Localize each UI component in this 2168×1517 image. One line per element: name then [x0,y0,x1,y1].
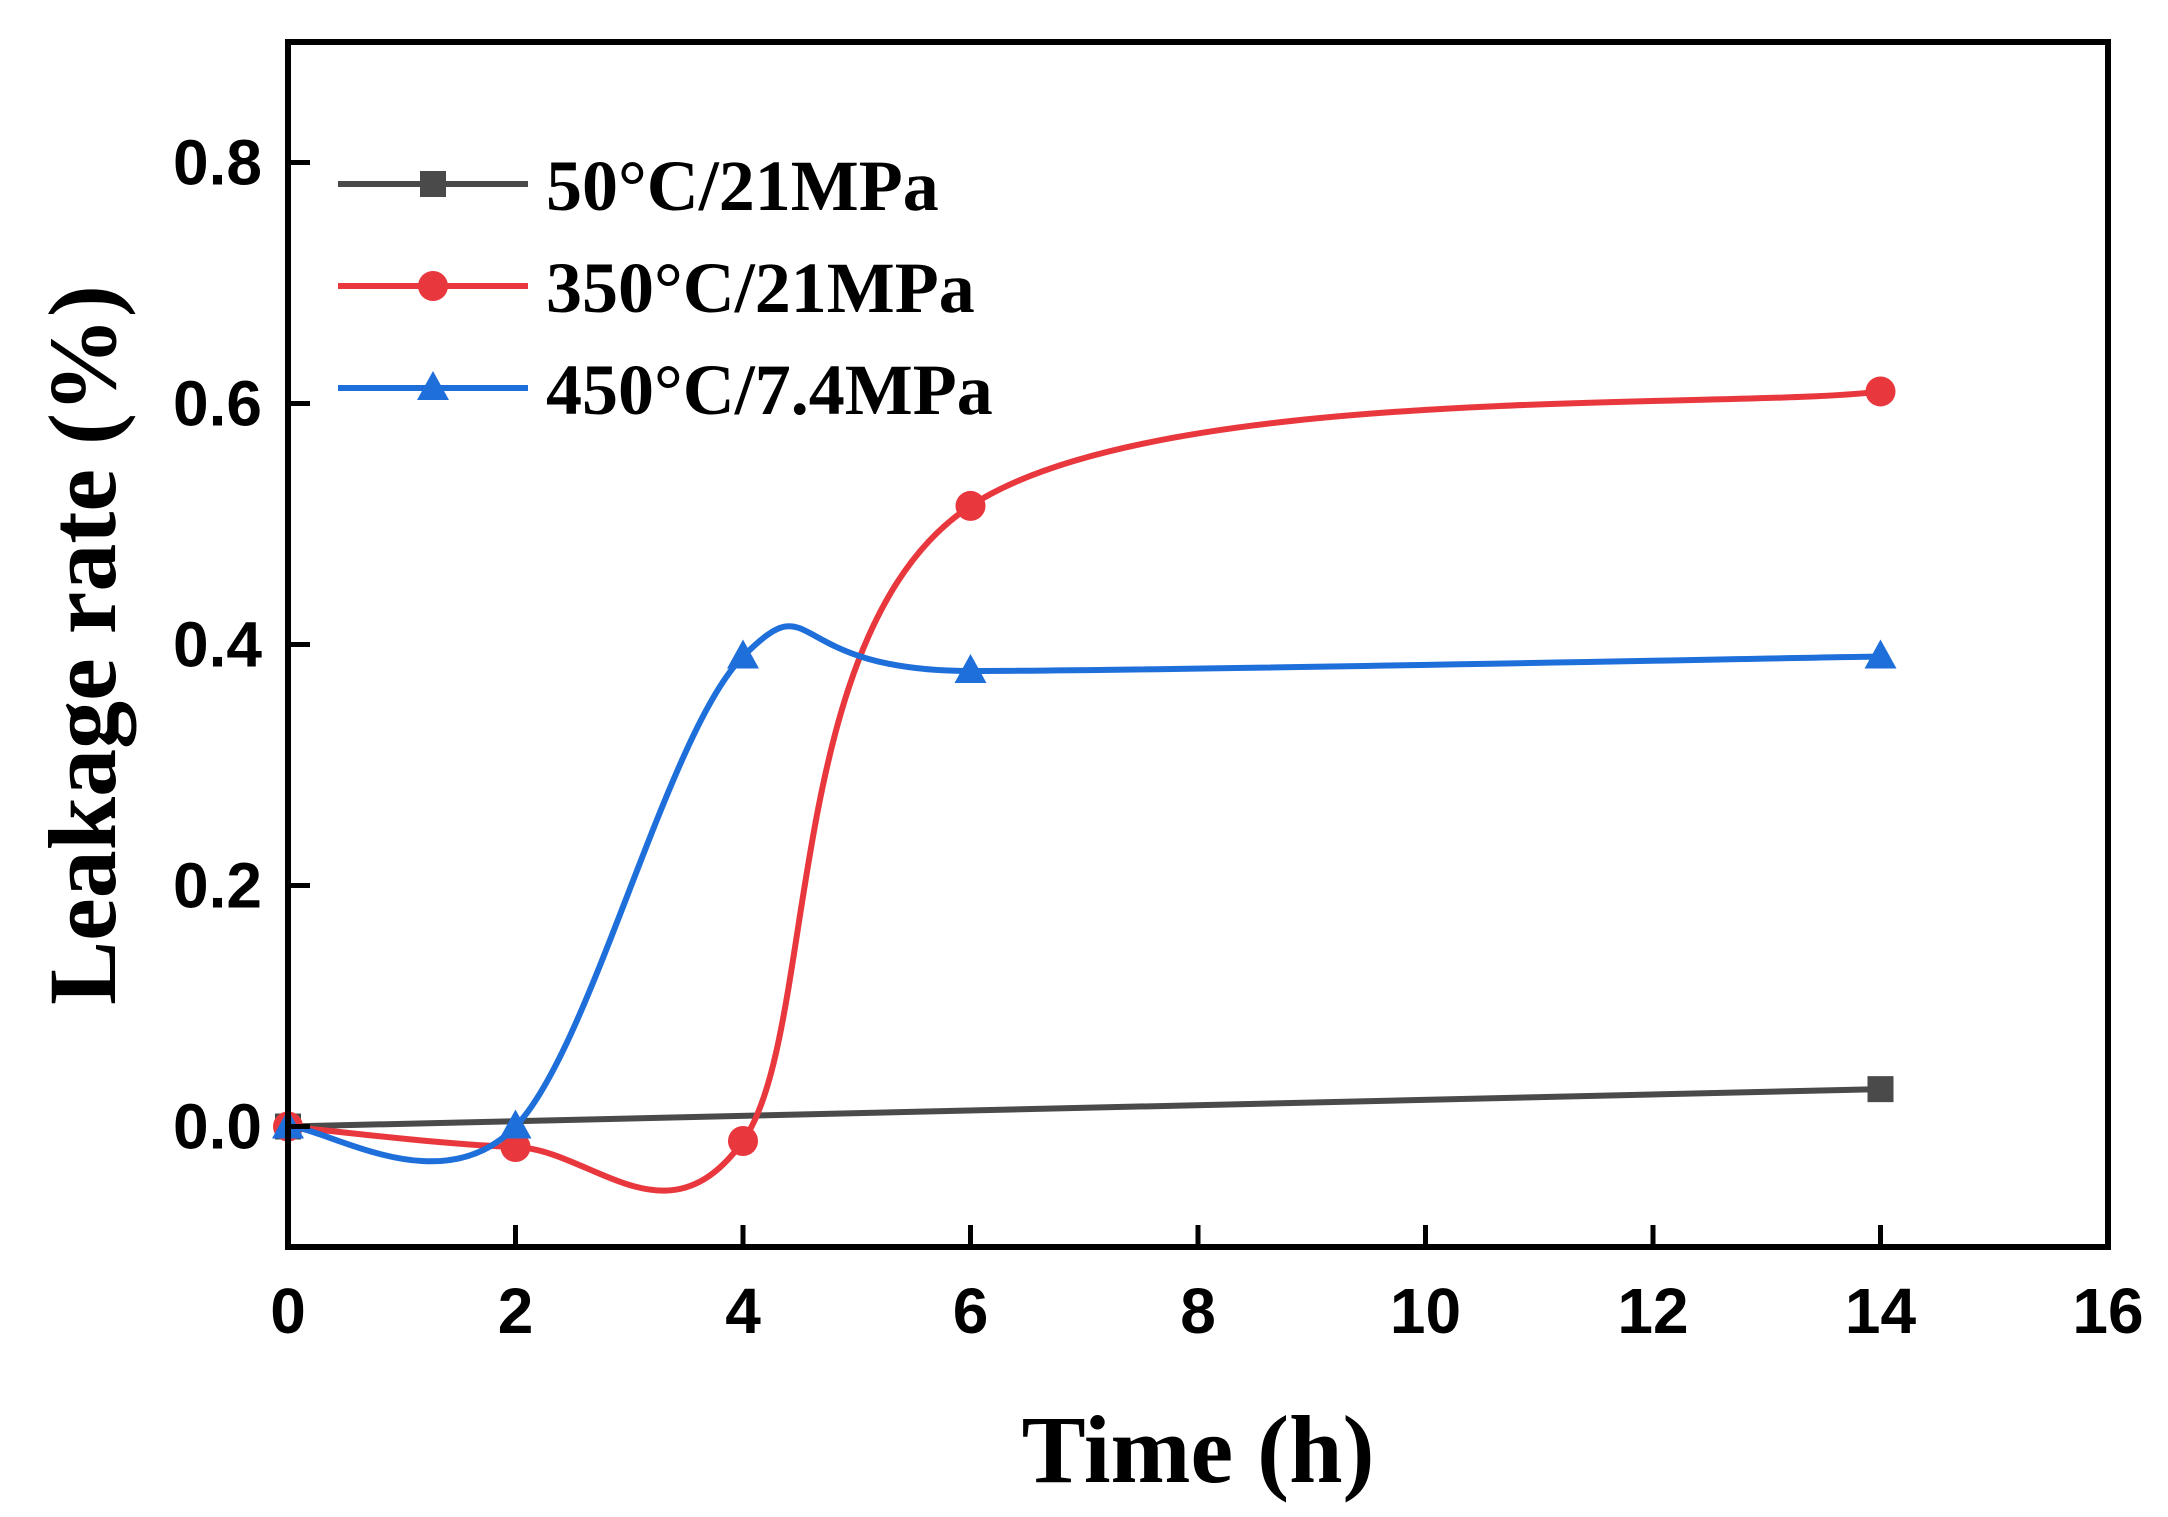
data-point [499,1109,532,1139]
x-tick-label: 6 [953,1275,989,1347]
x-axis-title: Time (h) [1022,1396,1375,1503]
legend: 50°C/21MPa 350°C/21MPa 450°C/7.4MPa [338,146,993,430]
data-point [1867,1076,1894,1103]
data-point [728,1125,758,1156]
x-tick-label: 0 [270,1275,306,1347]
legend-marker [418,271,448,301]
series-3 [272,623,1897,1165]
series-line [287,1086,1881,1130]
x-tick-label: 12 [1617,1275,1688,1347]
data-point [955,490,986,521]
legend-marker [417,371,449,400]
x-tick-label: 10 [1390,1275,1461,1347]
data-point [500,1131,531,1162]
plot-layer [272,376,1897,1194]
x-tick-label: 8 [1180,1275,1216,1347]
y-tick-label: 0.4 [173,609,262,681]
legend-label: 450°C/7.4MPa [546,350,993,430]
y-axis-title: Leakage rate (%) [29,285,136,1005]
y-tick-label: 0.2 [173,850,262,922]
data-point [1864,639,1897,669]
x-tick-label: 4 [725,1275,761,1347]
legend-label: 350°C/21MPa [546,248,975,328]
series-line [287,388,1881,1194]
x-tick-label: 14 [1845,1275,1917,1347]
legend-item-3: 450°C/7.4MPa [338,350,993,430]
legend-item-1: 50°C/21MPa [338,146,939,226]
x-tick-label: 2 [498,1275,534,1347]
data-point [954,654,987,684]
x-tick-label: 16 [2072,1275,2143,1347]
data-point [1865,376,1896,407]
series-line [287,623,1881,1165]
series-2 [273,376,1896,1194]
y-tick-label: 0.6 [173,368,262,440]
axes-layer: 0 2 4 6 8 10 12 14 16 0.0 0.2 0.4 0.6 0.8 [173,127,2144,1348]
data-point [727,639,759,669]
legend-marker [420,171,446,197]
legend-label: 50°C/21MPa [546,146,939,226]
y-tick-label: 0.8 [173,127,262,199]
legend-item-2: 350°C/21MPa [338,248,975,328]
y-tick-label: 0.0 [173,1091,262,1163]
